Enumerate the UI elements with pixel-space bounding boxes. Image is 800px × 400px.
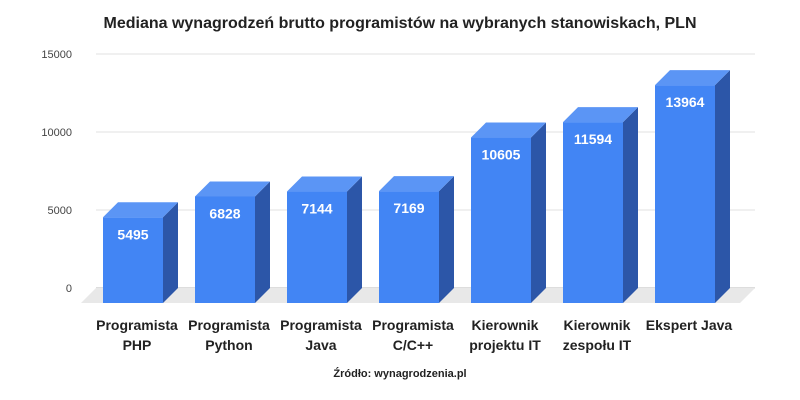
chart-title: Mediana wynagrodzeń brutto programistów … bbox=[104, 15, 697, 32]
bar-side bbox=[531, 122, 546, 303]
x-tick-label: Ekspert Java bbox=[646, 317, 733, 333]
bar: 10605 bbox=[471, 122, 546, 303]
x-tick-label-line: Programista bbox=[280, 317, 362, 333]
bar-top bbox=[655, 70, 730, 86]
data-label: 13964 bbox=[666, 94, 705, 110]
x-tick-label: Programista Python bbox=[188, 317, 270, 353]
bar: 5495 bbox=[103, 202, 178, 303]
bar: 7144 bbox=[287, 176, 362, 303]
y-tick-label: 15000 bbox=[41, 49, 72, 61]
data-label: 7169 bbox=[393, 200, 424, 216]
bar-top bbox=[287, 176, 362, 192]
bar-side bbox=[163, 202, 178, 303]
bar: 11594 bbox=[563, 107, 638, 303]
y-tick-label: 0 bbox=[66, 283, 72, 295]
x-tick-label-line: projektu IT bbox=[469, 337, 541, 353]
bar-top bbox=[379, 176, 454, 192]
data-label: 7144 bbox=[301, 201, 332, 217]
x-tick-label-line: Kierownik bbox=[472, 317, 539, 333]
bar-top bbox=[103, 202, 178, 218]
bar-side bbox=[347, 176, 362, 303]
x-tick-label-line: Programista bbox=[188, 317, 270, 333]
x-tick-label-line: Ekspert Java bbox=[646, 317, 733, 333]
x-tick-label: Kierownik projektu IT bbox=[469, 317, 541, 353]
y-tick-label: 5000 bbox=[48, 205, 72, 217]
bar-top bbox=[563, 107, 638, 123]
bar-side bbox=[623, 107, 638, 303]
bar: 6828 bbox=[195, 181, 270, 303]
x-tick-label-line: Programista bbox=[372, 317, 454, 333]
bar-front bbox=[655, 85, 715, 304]
bar: 7169 bbox=[379, 176, 454, 303]
x-tick-label-line: PHP bbox=[123, 337, 152, 353]
x-tick-label: Programista C/C++ bbox=[372, 317, 454, 353]
x-tick-label: Programista PHP bbox=[96, 317, 178, 353]
data-label: 11594 bbox=[574, 131, 612, 147]
bar-side bbox=[439, 176, 454, 303]
x-tick-label: Kierownik zespołu IT bbox=[563, 317, 632, 353]
x-tick-label-line: C/C++ bbox=[393, 337, 433, 353]
bar-top bbox=[471, 122, 546, 138]
bar-side bbox=[255, 181, 270, 303]
bar-front bbox=[471, 137, 531, 303]
bar-front bbox=[379, 191, 439, 303]
bar-front bbox=[195, 196, 255, 303]
data-label: 10605 bbox=[482, 147, 521, 163]
bar-front bbox=[103, 217, 163, 303]
x-tick-label-line: Programista bbox=[96, 317, 178, 333]
x-tick-label: Programista Java bbox=[280, 317, 362, 353]
bar-top bbox=[195, 181, 270, 197]
bar: 13964 bbox=[655, 70, 730, 304]
data-label: 6828 bbox=[209, 205, 240, 221]
bar-front bbox=[563, 122, 623, 303]
x-tick-label-line: Java bbox=[305, 337, 336, 353]
y-tick-label: 10000 bbox=[41, 127, 72, 139]
bar-front bbox=[287, 191, 347, 303]
x-tick-label-line: zespołu IT bbox=[563, 337, 632, 353]
data-label: 5495 bbox=[117, 226, 148, 242]
x-tick-label-line: Kierownik bbox=[564, 317, 631, 333]
source-note: Źródło: wynagrodzenia.pl bbox=[333, 367, 466, 380]
bar-side bbox=[715, 70, 730, 304]
x-tick-label-line: Python bbox=[205, 337, 252, 353]
